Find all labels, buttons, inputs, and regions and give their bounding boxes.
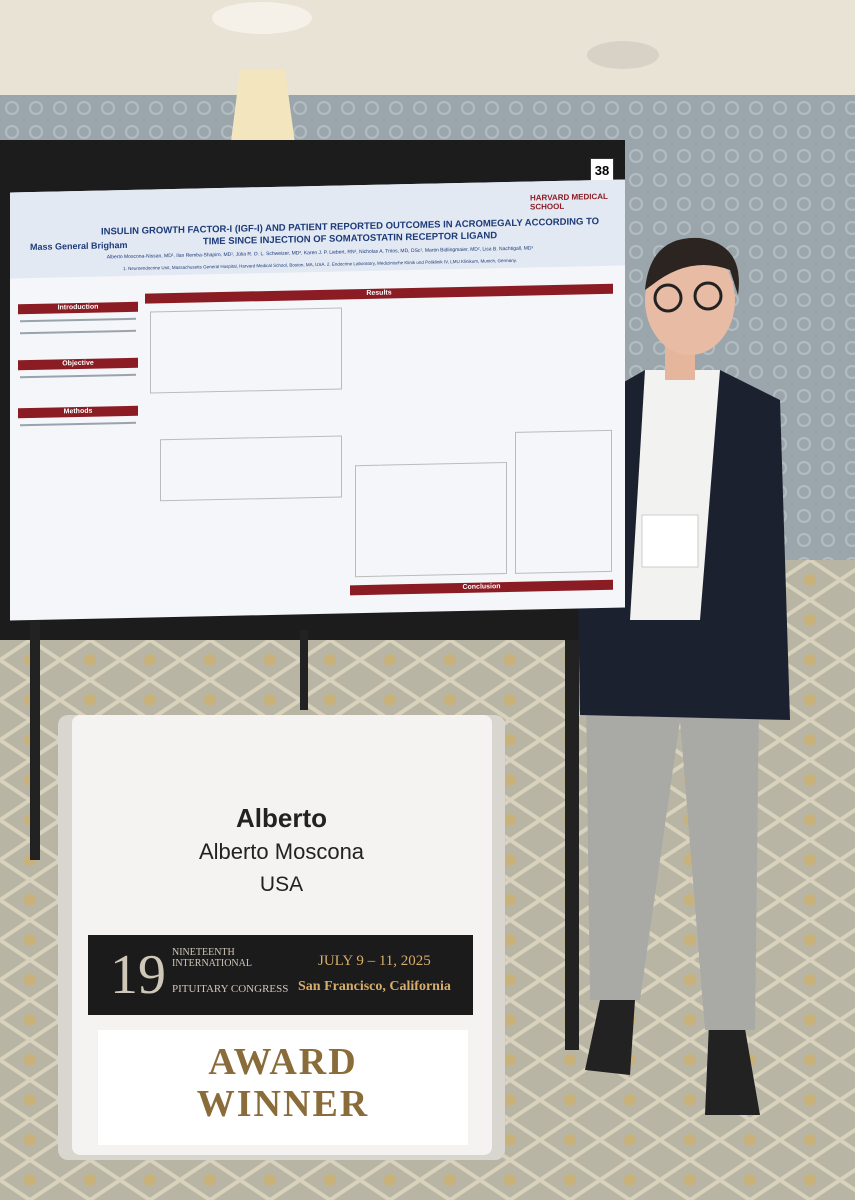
award-line: WINNER (196, 1083, 370, 1125)
chart-figure (160, 435, 342, 502)
section-heading: Introduction (18, 301, 138, 315)
text-block (20, 329, 136, 335)
board-leg (300, 630, 308, 710)
congress-name: PITUITARY CONGRESS (172, 983, 289, 995)
chart-figure (515, 429, 612, 574)
congress-dates: JULY 9 – 11, 2025 (318, 953, 431, 969)
congress-ordinal-text: NINETEENTH INTERNATIONAL (172, 947, 252, 969)
person (575, 237, 790, 1115)
table-figure (150, 307, 342, 394)
text-block (20, 317, 136, 323)
board-leg (565, 640, 579, 1050)
award-ribbon: AWARD WINNER (98, 1030, 468, 1145)
text-block (20, 421, 136, 427)
logo-right: HARVARD MEDICAL SCHOOL (530, 191, 608, 212)
award-line: AWARD (208, 1041, 358, 1083)
section-heading: Results (145, 283, 613, 304)
ceiling-medallion (212, 2, 312, 34)
chart-figure (355, 462, 507, 578)
section-heading: Conclusion (350, 579, 613, 596)
text-block (20, 373, 136, 379)
badge-card: Alberto Alberto Moscona USA 19 NINETEENT… (58, 715, 505, 1160)
ceiling-vent (587, 41, 659, 69)
badge-country: USA (259, 873, 304, 896)
badge-full-name: Alberto Moscona (198, 839, 365, 864)
section-heading: Methods (18, 405, 138, 419)
poster: Mass General Brigham HARVARD MEDICAL SCH… (10, 179, 625, 621)
congress-ordinal: 19 (110, 944, 166, 1006)
badge-first-name: Alberto (236, 803, 327, 833)
board-leg (30, 600, 40, 860)
congress-location: San Francisco, California (298, 979, 451, 994)
section-heading: Objective (18, 357, 138, 371)
congress-band: 19 NINETEENTH INTERNATIONAL PITUITARY CO… (88, 935, 473, 1015)
